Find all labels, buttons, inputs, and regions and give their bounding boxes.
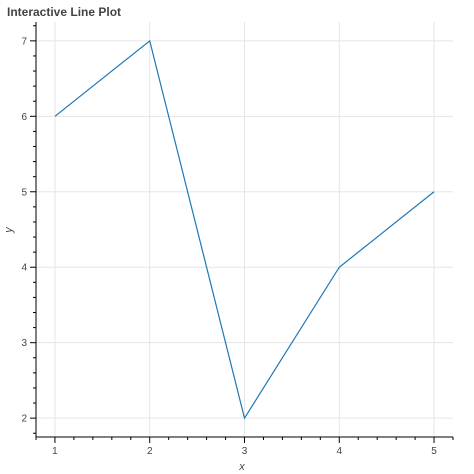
series-layer — [54, 39, 435, 420]
x-tick-label: 3 — [242, 446, 248, 457]
chart-title: Interactive Line Plot — [7, 5, 121, 19]
y-axis-label: y — [3, 226, 15, 234]
series-line — [54, 39, 435, 420]
axes: 2 3 4 5 6 7 1 2 3 4 5 — [21, 22, 454, 457]
y-tick-label: 7 — [21, 36, 27, 47]
x-tick-label: 1 — [52, 446, 58, 457]
grid — [36, 22, 453, 437]
x-tick-label: 4 — [336, 446, 342, 457]
y-tick-label: 5 — [21, 187, 27, 198]
y-tick-label: 2 — [21, 414, 27, 425]
x-axis-label: x — [238, 461, 245, 473]
y-tick-label: 4 — [21, 263, 27, 274]
y-tick-label: 6 — [21, 112, 27, 123]
x-tick-label: 2 — [147, 446, 153, 457]
y-tick-label: 3 — [21, 338, 27, 349]
x-tick-label: 5 — [431, 446, 437, 457]
